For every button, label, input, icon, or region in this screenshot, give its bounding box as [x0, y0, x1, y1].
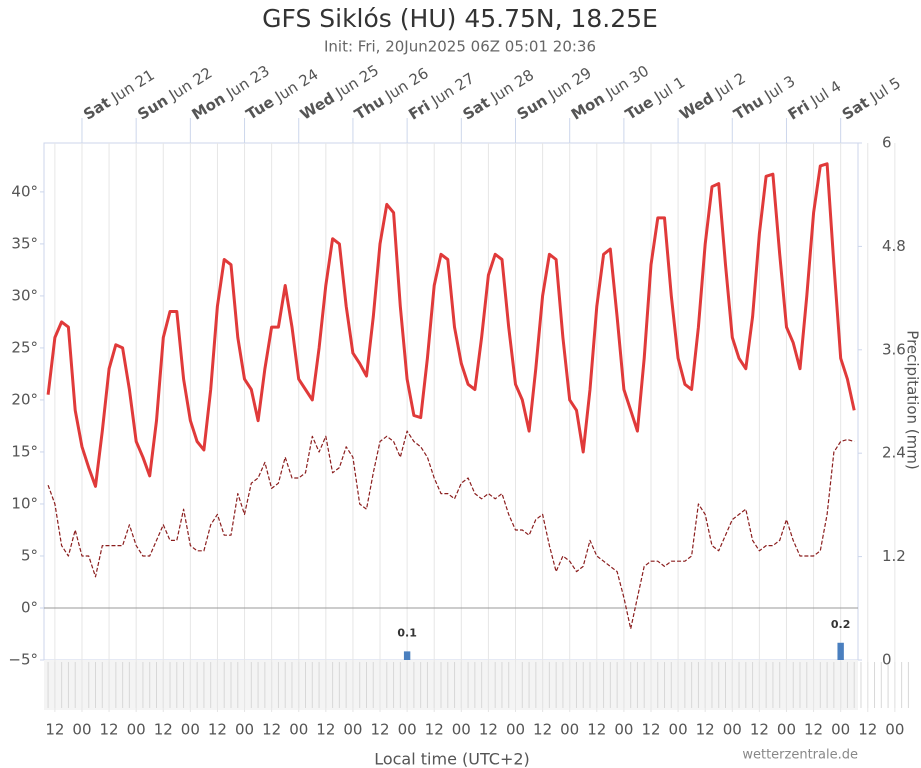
precip-bar — [837, 642, 844, 660]
x-tick-label: 00 — [777, 721, 796, 739]
chart-title: GFS Siklós (HU) 45.75N, 18.25E — [262, 4, 658, 33]
y-tick-label: 20° — [11, 390, 38, 408]
day-weekday: Tue — [243, 92, 278, 123]
day-weekday: Fri — [784, 96, 812, 123]
grid — [47, 143, 909, 712]
x-tick-label: 00 — [181, 721, 200, 739]
y-tick-label: 5° — [21, 546, 38, 564]
day-label: Sat Jul 5 — [839, 73, 904, 123]
day-weekday: Wed — [676, 88, 717, 123]
y2-tick-label: 2.4 — [882, 444, 906, 462]
x-tick-label: 12 — [858, 721, 877, 739]
day-date: Jul 5 — [866, 73, 904, 106]
x-tick-label: 00 — [398, 721, 417, 739]
temperature-line — [46, 162, 856, 488]
x-tick-label: 00 — [72, 721, 91, 739]
day-weekday: Wed — [297, 88, 338, 123]
x-tick-label: 12 — [100, 721, 119, 739]
x-tick-label: 12 — [804, 721, 823, 739]
x-tick-label: 00 — [127, 721, 146, 739]
y2-tick-label: 1.2 — [882, 547, 906, 565]
credit: wetterzentrale.de — [742, 748, 858, 763]
x-axis-label: Local time (UTC+2) — [374, 750, 530, 768]
y2-tick-label: 6 — [882, 134, 892, 152]
x-tick-label: 00 — [723, 721, 742, 739]
x-tick-label: 00 — [831, 721, 850, 739]
x-tick-label: 12 — [533, 721, 552, 739]
x-tick-label: 12 — [262, 721, 281, 739]
x-tick-label: 00 — [506, 721, 525, 739]
y-tick-label: 30° — [11, 286, 38, 304]
x-tick-label: 00 — [669, 721, 688, 739]
x-tick-label: 12 — [208, 721, 227, 739]
day-date: Jul 3 — [760, 71, 798, 104]
x-tick-label: 00 — [452, 721, 471, 739]
day-weekday: Thu — [730, 91, 766, 123]
precip-label: 0.1 — [397, 626, 417, 639]
day-weekday: Tue — [622, 92, 657, 123]
day-weekday: Sun — [513, 91, 550, 123]
day-weekday: Sun — [134, 91, 171, 123]
x-tick-label: 12 — [154, 721, 173, 739]
wind-band — [44, 660, 858, 710]
day-weekday: Mon — [568, 89, 608, 123]
dewpoint-line — [47, 430, 855, 630]
precip-bar — [403, 651, 411, 660]
y2-tick-label: 0 — [882, 651, 892, 669]
day-weekday: Thu — [351, 91, 387, 123]
x-tick-label: 12 — [750, 721, 769, 739]
y2-tick-label: 4.8 — [882, 237, 906, 255]
y-tick-label: −5° — [8, 651, 38, 669]
day-date: Jul 1 — [650, 73, 688, 106]
x-tick-label: 00 — [885, 721, 904, 739]
y-tick-label: 0° — [21, 598, 38, 616]
day-date: Jul 2 — [711, 69, 749, 102]
x-tick-label: 00 — [614, 721, 633, 739]
x-tick-label: 00 — [343, 721, 362, 739]
x-tick-label: 12 — [316, 721, 335, 739]
x-tick-label: 00 — [235, 721, 254, 739]
x-tick-label: 12 — [45, 721, 64, 739]
x-tick-label: 12 — [641, 721, 660, 739]
precip-label: 0.2 — [831, 618, 851, 631]
day-weekday: Sat — [839, 93, 872, 123]
x-tick-label: 00 — [289, 721, 308, 739]
x-tick-label: 12 — [479, 721, 498, 739]
x-tick-label: 12 — [425, 721, 444, 739]
day-weekday: Mon — [188, 89, 228, 123]
day-date: Jul 4 — [806, 77, 844, 110]
x-tick-label: 12 — [696, 721, 715, 739]
chart-subtitle: Init: Fri, 20Jun2025 06Z 05:01 20:36 — [324, 38, 596, 56]
plot-area — [43, 142, 859, 661]
x-tick-label: 12 — [370, 721, 389, 739]
y-tick-label: 25° — [11, 338, 38, 356]
y-tick-label: 15° — [11, 442, 38, 460]
x-tick-label: 00 — [560, 721, 579, 739]
day-weekday: Fri — [405, 96, 433, 123]
y-tick-label: 35° — [11, 234, 38, 252]
y-tick-label: 10° — [11, 494, 38, 512]
y2-tick-label: 3.6 — [882, 340, 906, 358]
y2-axis-label: Precipitation (mm) — [904, 330, 921, 469]
x-tick-label: 12 — [587, 721, 606, 739]
y-tick-label: 40° — [11, 182, 38, 200]
day-weekday: Sat — [80, 93, 113, 123]
day-weekday: Sat — [459, 93, 492, 123]
